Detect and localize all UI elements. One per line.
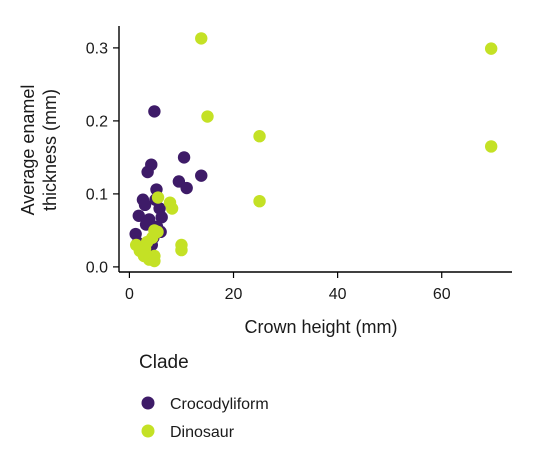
- data-points: [129, 32, 498, 268]
- y-axis-title: Average enamel thickness (mm): [18, 85, 60, 216]
- legend-marker-dinosaur: [141, 424, 155, 438]
- data-point-crocodyliform: [141, 165, 154, 179]
- y-tick-label: 0.1: [86, 186, 108, 203]
- data-point-crocodyliform: [155, 211, 168, 224]
- data-point-crocodyliform: [195, 169, 208, 182]
- x-tick-label: 0: [125, 286, 134, 303]
- legend-title: Clade: [139, 352, 189, 373]
- data-point-dinosaur: [195, 32, 208, 45]
- data-point-crocodyliform: [132, 209, 145, 222]
- data-point-dinosaur: [201, 110, 214, 123]
- data-point-dinosaur: [165, 202, 179, 215]
- legend-marker-crocodyliform: [141, 396, 155, 410]
- y-tick-label: 0.0: [86, 259, 108, 276]
- x-tick-label: 20: [225, 286, 243, 303]
- data-point-dinosaur: [151, 191, 165, 204]
- legend-label-dinosaur: Dinosaur: [170, 424, 235, 441]
- x-axis-ticks: 0 20 40 60: [125, 272, 451, 303]
- plot-area: 0.0 0.1 0.2 0.3 0 20 40 60: [86, 26, 512, 303]
- legend-label-crocodyliform: Crocodyliform: [170, 396, 269, 413]
- data-point-crocodyliform: [180, 181, 193, 195]
- y-axis-title-line-1: Average enamel: [18, 85, 38, 216]
- x-tick-label: 40: [329, 286, 347, 303]
- data-point-crocodyliform: [148, 105, 161, 118]
- data-point-dinosaur: [484, 42, 498, 55]
- data-point-dinosaur: [148, 254, 161, 268]
- data-point-dinosaur: [484, 140, 498, 153]
- data-point-crocodyliform: [138, 198, 152, 212]
- y-axis-title-line-2: thickness (mm): [40, 89, 60, 211]
- data-point-dinosaur: [175, 243, 188, 257]
- data-point-crocodyliform: [177, 151, 191, 164]
- x-tick-label: 60: [433, 286, 451, 303]
- data-point-dinosaur: [253, 194, 266, 208]
- x-axis-title: Crown height (mm): [244, 317, 397, 337]
- legend: Clade Crocodyliform Dinosaur: [139, 352, 269, 441]
- y-tick-label: 0.3: [86, 40, 108, 57]
- data-point-dinosaur: [253, 130, 266, 143]
- y-tick-label: 0.2: [86, 113, 108, 130]
- y-axis-ticks: 0.0 0.1 0.2 0.3: [86, 40, 119, 276]
